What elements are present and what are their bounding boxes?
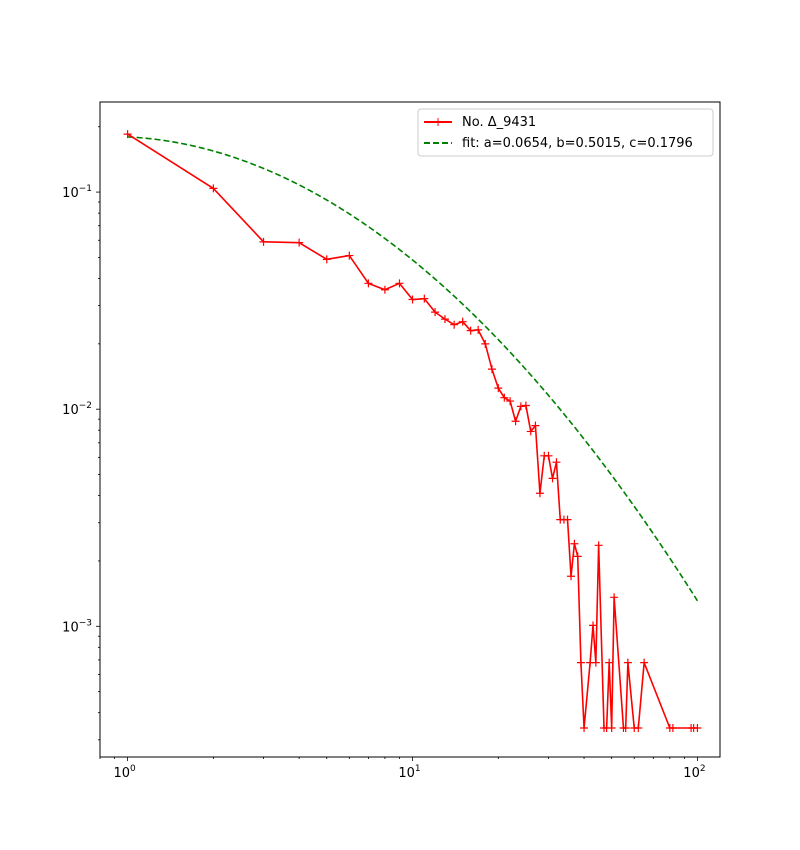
data-point bbox=[552, 458, 561, 467]
x-tick-label: 102 bbox=[683, 764, 705, 781]
data-point bbox=[450, 320, 459, 329]
data-point bbox=[573, 552, 582, 561]
series-data-line bbox=[127, 133, 698, 729]
data-point bbox=[607, 724, 616, 733]
data-point bbox=[580, 724, 589, 733]
data-point bbox=[458, 317, 467, 326]
y-tick-label: 10−2 bbox=[62, 401, 92, 418]
data-point bbox=[563, 515, 572, 524]
data-point bbox=[209, 184, 218, 193]
data-point bbox=[511, 417, 520, 426]
data-point bbox=[591, 658, 600, 667]
data-point bbox=[466, 326, 475, 335]
data-point bbox=[364, 279, 373, 288]
x-tick-label: 101 bbox=[398, 764, 420, 781]
data-point bbox=[474, 325, 483, 334]
data-point bbox=[494, 384, 503, 393]
data-point bbox=[521, 401, 530, 410]
data-point bbox=[531, 421, 540, 430]
data-point bbox=[431, 308, 440, 317]
data-point bbox=[440, 315, 449, 324]
plot-frame bbox=[99, 101, 721, 758]
x-tick-exponent: 0 bbox=[130, 764, 136, 774]
y-tick-exponent: −1 bbox=[79, 184, 92, 194]
data-point bbox=[345, 251, 354, 260]
legend-box bbox=[417, 108, 714, 157]
data-point bbox=[420, 294, 429, 303]
data-point bbox=[259, 237, 268, 246]
data-point bbox=[634, 724, 643, 733]
data-point bbox=[535, 489, 544, 498]
data-point bbox=[526, 427, 535, 436]
y-tick-exponent: −2 bbox=[79, 401, 92, 411]
data-point bbox=[548, 474, 557, 483]
data-point bbox=[693, 724, 702, 733]
data-point bbox=[322, 255, 331, 264]
data-point bbox=[610, 593, 619, 602]
data-point bbox=[295, 238, 304, 247]
x-tick-exponent: 2 bbox=[700, 764, 706, 774]
data-point bbox=[544, 451, 553, 460]
legend-label-1: fit: a=0.0654, b=0.5015, c=0.1796 bbox=[462, 136, 693, 151]
data-point bbox=[594, 541, 603, 550]
data-point bbox=[668, 724, 677, 733]
series-fit-line bbox=[127, 136, 699, 602]
x-tick-exponent: 1 bbox=[415, 764, 421, 774]
data-point bbox=[506, 397, 515, 406]
data-point bbox=[500, 393, 509, 402]
data-point bbox=[640, 658, 649, 667]
y-tick-exponent: −3 bbox=[79, 618, 92, 628]
legend-label-0: No. Δ_9431 bbox=[462, 115, 536, 130]
data-point bbox=[605, 658, 614, 667]
y-tick-label: 10−3 bbox=[62, 618, 92, 635]
legend-marker-0: + bbox=[433, 115, 443, 129]
data-point bbox=[123, 130, 132, 139]
data-point bbox=[567, 572, 576, 581]
data-point bbox=[380, 285, 389, 294]
data-point bbox=[623, 658, 632, 667]
data-point bbox=[570, 539, 579, 548]
x-tick-label: 100 bbox=[113, 764, 136, 781]
data-point bbox=[481, 339, 490, 348]
data-point bbox=[621, 724, 630, 733]
legend: + No. Δ_9431 fit: a=0.0654, b=0.5015, c=… bbox=[417, 108, 714, 157]
series-layer bbox=[123, 130, 702, 733]
data-point bbox=[516, 402, 525, 411]
data-point bbox=[589, 621, 598, 630]
data-point bbox=[408, 295, 417, 304]
data-point bbox=[576, 658, 585, 667]
data-point bbox=[395, 279, 404, 288]
data-point bbox=[487, 365, 496, 374]
y-tick-label: 10−1 bbox=[62, 184, 92, 201]
